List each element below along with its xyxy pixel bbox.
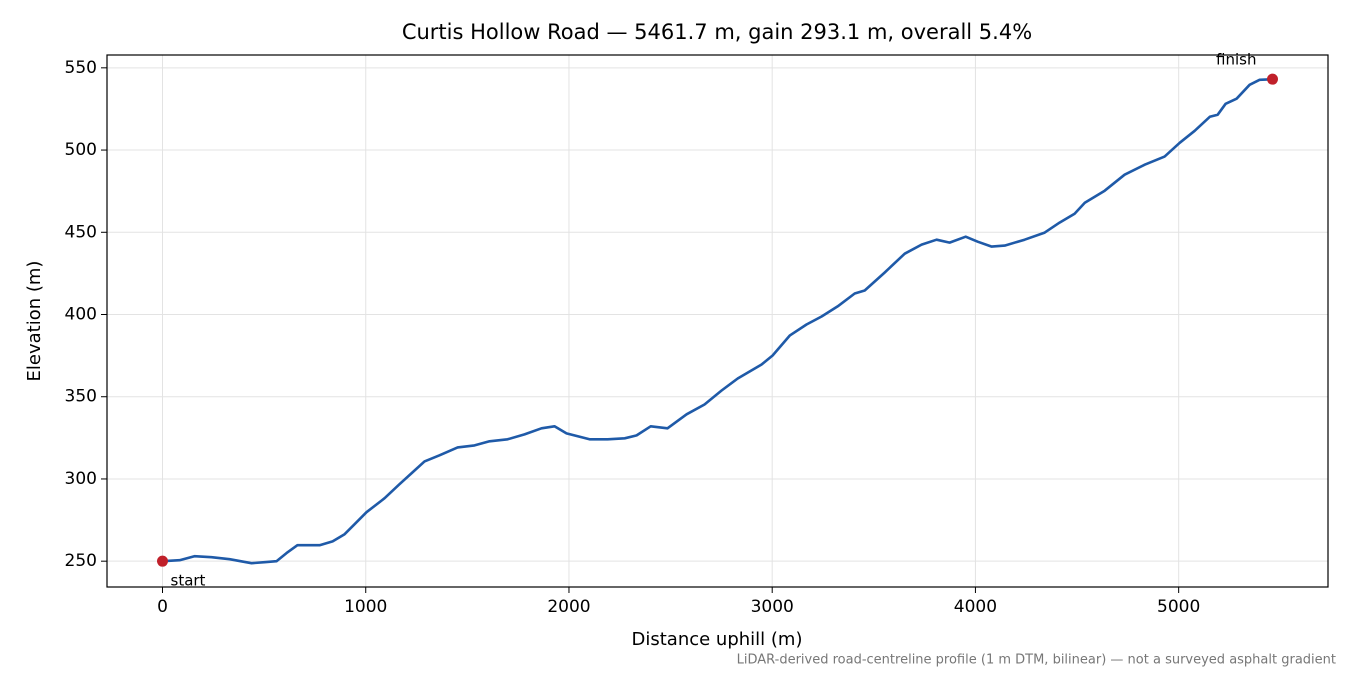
y-tick-label: 550	[65, 58, 97, 78]
chart-title: Curtis Hollow Road — 5461.7 m, gain 293.…	[402, 20, 1032, 44]
x-tick-label: 3000	[751, 597, 794, 617]
elevation-line	[162, 77, 1273, 565]
x-tick-label: 1000	[344, 597, 387, 617]
x-tick-label: 2000	[547, 597, 590, 617]
endpoint-marker	[1266, 73, 1278, 85]
y-tick-label: 400	[65, 305, 97, 325]
endpoint-label: finish	[1216, 51, 1256, 69]
x-tick-label: 0	[157, 597, 168, 617]
x-tick-label: 4000	[954, 597, 997, 617]
y-tick-label: 350	[65, 387, 97, 407]
y-axis-label: Elevation (m)	[24, 261, 45, 382]
y-tick-label: 300	[65, 469, 97, 489]
y-tick-label: 250	[65, 551, 97, 571]
plot-frame	[106, 54, 1329, 588]
y-tick-label: 500	[65, 140, 97, 160]
y-tick-label: 450	[65, 222, 97, 242]
footnote: LiDAR-derived road-centreline profile (1…	[737, 653, 1336, 668]
endpoint-marker	[157, 555, 169, 567]
x-axis-label: Distance uphill (m)	[632, 629, 803, 650]
x-tick-label: 5000	[1157, 597, 1200, 617]
endpoint-label: start	[171, 572, 206, 590]
